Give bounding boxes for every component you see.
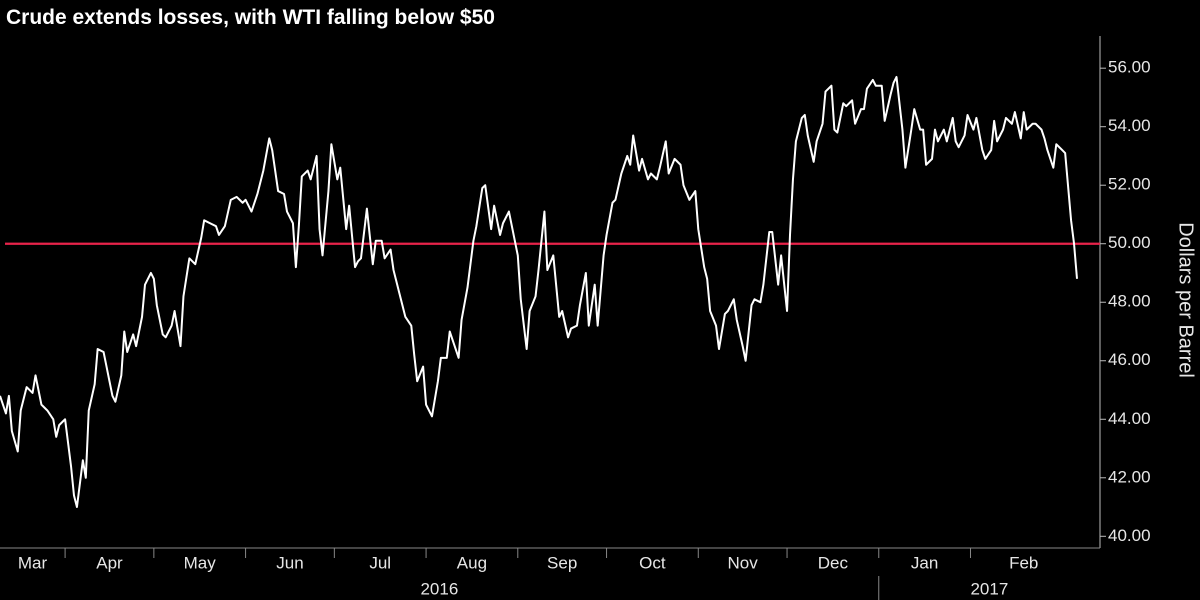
- y-tick-label: 42.00: [1108, 467, 1151, 486]
- y-axis-title: Dollars per Barrel: [1175, 222, 1197, 378]
- price-line: [0, 75, 1078, 509]
- y-tick-label: 54.00: [1108, 116, 1151, 135]
- y-tick-label: 46.00: [1108, 350, 1151, 369]
- x-tick-label: Oct: [639, 553, 666, 572]
- chart-title: Crude extends losses, with WTI falling b…: [6, 6, 495, 29]
- x-tick-label: Jul: [369, 553, 391, 572]
- x-tick-label: Feb: [1009, 553, 1038, 572]
- year-label: 2016: [420, 579, 458, 598]
- x-tick-label: Mar: [18, 553, 48, 572]
- y-tick-label: 44.00: [1108, 409, 1151, 428]
- x-tick-label: Sep: [547, 553, 577, 572]
- x-tick-label: May: [184, 553, 217, 572]
- x-tick-label: Nov: [728, 553, 759, 572]
- y-tick-label: 48.00: [1108, 292, 1151, 311]
- y-tick-label: 52.00: [1108, 175, 1151, 194]
- y-tick-label: 50.00: [1108, 233, 1151, 252]
- x-tick-label: Apr: [96, 553, 123, 572]
- x-tick-label: Dec: [818, 553, 849, 572]
- x-tick-label: Aug: [457, 553, 487, 572]
- x-tick-label: Jun: [276, 553, 303, 572]
- year-label: 2017: [970, 579, 1008, 598]
- x-tick-label: Jan: [911, 553, 938, 572]
- y-tick-label: 56.00: [1108, 58, 1151, 77]
- y-tick-label: 40.00: [1108, 526, 1151, 545]
